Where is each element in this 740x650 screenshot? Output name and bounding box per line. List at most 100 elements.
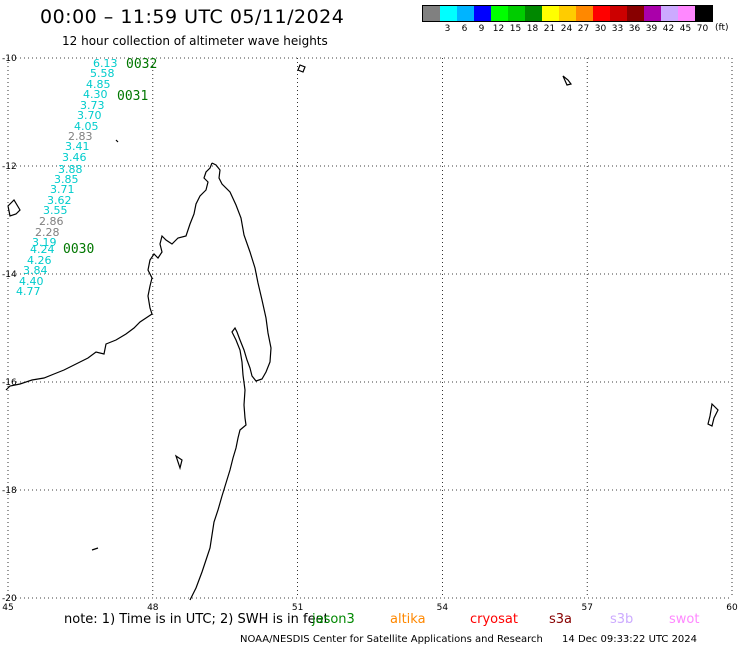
swh-value-label: 4.05 [74,120,99,133]
swh-value-label: 5.58 [90,67,115,80]
legend-swatch [576,6,593,21]
coastline [5,64,719,601]
mission-s3a: s3a [549,612,573,627]
latitude-label: -14 [2,270,17,280]
legend-label: 70 [696,24,709,34]
legend-swatch [508,6,525,21]
swh-value-label: 3.19 [32,236,57,249]
madagascar-coast [5,162,272,601]
islet-northeast [562,75,573,86]
legend-swatch [423,6,440,21]
footer: NOAA/NESDIS Center for Satellite Applica… [240,634,697,645]
legend-swatch [542,6,559,21]
legend-label: 6 [461,24,468,34]
swh-value-label: 3.73 [80,99,105,112]
legend-swatch [610,6,627,21]
islet-west-3 [91,547,99,551]
mission-altika: altika [390,612,426,627]
legend-swatch [644,6,661,21]
swh-value-label: 6.13 [93,57,118,70]
swh-value-label: 3.85 [54,173,79,186]
legend-label: 12 [492,24,505,34]
legend-swatch [559,6,576,21]
legend-label: 33 [611,24,624,34]
legend-swatch [525,6,542,21]
swh-value-label: 3.41 [65,140,90,153]
mission-swot: swot [669,612,700,627]
legend-swatch [457,6,474,21]
longitude-label: 54 [437,603,449,613]
legend-label: 27 [577,24,590,34]
latitude-label: -10 [2,54,17,64]
map-title: 00:00 – 11:59 UTC 05/11/2024 [40,6,345,28]
longitude-label: 45 [2,603,13,613]
swh-value-label: 3.70 [77,109,102,122]
swh-value-label: 3.62 [47,194,72,207]
legend-swatch [627,6,644,21]
swh-value-label: 3.71 [50,183,75,196]
swh-value-label: 4.26 [27,254,52,267]
islet-east [707,402,719,427]
swh-value-label: 4.24 [30,243,55,256]
latitude-label: -18 [2,486,17,496]
legend-color-bar [422,5,713,22]
legend-units: (ft) [715,23,729,33]
legend-swatch [474,6,491,21]
legend-label: 21 [543,24,556,34]
swh-value-label: 4.85 [86,78,111,91]
legend-label: 30 [594,24,607,34]
islet-west-1 [7,199,21,217]
swh-value-label: 4.30 [83,88,108,101]
longitude-label: 60 [726,603,738,613]
legend-label: 9 [478,24,485,34]
legend-label: 15 [509,24,522,34]
legend-label: 36 [628,24,641,34]
legend-swatch [695,6,712,21]
longitude-label: 48 [147,603,159,613]
lat-lon-grid [7,57,733,599]
footer-timestamp: 14 Dec 09:33:22 UTC 2024 [562,634,698,645]
mission-s3b: s3b [610,612,634,627]
swh-value-label: 2.28 [35,226,60,239]
pass-time-label: 0032 [126,57,157,72]
legend-label: 18 [526,24,539,34]
color-legend: 3 6 9 12 15 18 21 24 27 30 33 36 39 42 45 70 (ft) [422,5,729,34]
swh-value-label: 4.40 [19,275,44,288]
note-text: note: 1) Time is in UTC; 2) SWH is in fe… [64,612,329,627]
legend-swatch [661,6,678,21]
latitude-label: -20 [2,594,17,604]
islet-west-2 [174,454,183,471]
swh-value-label: 3.55 [43,204,68,217]
legend-label: 3 [444,24,451,34]
pass-time-label: 0030 [63,242,94,257]
swh-value-label: 2.83 [68,130,93,143]
legend-swatch [440,6,457,21]
map-subtitle: 12 hour collection of altimeter wave hei… [62,34,328,48]
latitude-label: -12 [2,162,17,172]
legend-label: 39 [645,24,658,34]
legend-label: 42 [662,24,675,34]
legend-label: 24 [560,24,573,34]
swh-value-label: 3.84 [23,264,48,277]
swh-value-label: 3.46 [62,151,87,164]
latitude-label: -16 [2,378,17,388]
legend-swatch [593,6,610,21]
legend-labels: 3 6 9 12 15 18 21 24 27 30 33 36 39 42 45 70 [422,24,713,34]
islet-west-4 [115,139,119,143]
swh-value-label: 3.88 [58,163,83,176]
longitude-label: 57 [581,603,592,613]
legend-label: 45 [679,24,692,34]
swh-value-label: 4.77 [16,285,41,298]
swh-value-label: 2.86 [39,215,64,228]
longitude-label: 51 [292,603,303,613]
islet-north [297,64,306,73]
legend-swatch [491,6,508,21]
pass-time-label: 0031 [117,89,148,104]
legend-swatch [678,6,695,21]
mission-jason3: jason3 [312,612,355,627]
pass-time-labels: 0032 0031 0030 [63,57,157,257]
mission-cryosat: cryosat [470,612,518,627]
footer-credit: NOAA/NESDIS Center for Satellite Applica… [240,634,543,645]
